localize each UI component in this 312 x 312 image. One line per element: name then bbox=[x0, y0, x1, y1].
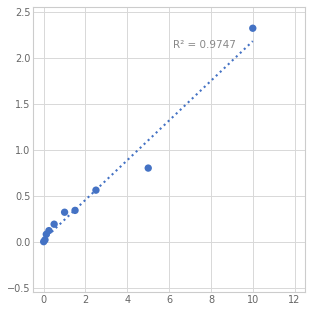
Point bbox=[250, 26, 255, 31]
Point bbox=[94, 188, 99, 193]
Point bbox=[52, 222, 57, 227]
Point bbox=[146, 166, 151, 171]
Point bbox=[41, 239, 46, 244]
Point bbox=[44, 232, 49, 237]
Point bbox=[46, 228, 51, 233]
Text: R² = 0.9747: R² = 0.9747 bbox=[173, 40, 236, 50]
Point bbox=[62, 210, 67, 215]
Point bbox=[42, 237, 47, 242]
Point bbox=[73, 208, 78, 213]
